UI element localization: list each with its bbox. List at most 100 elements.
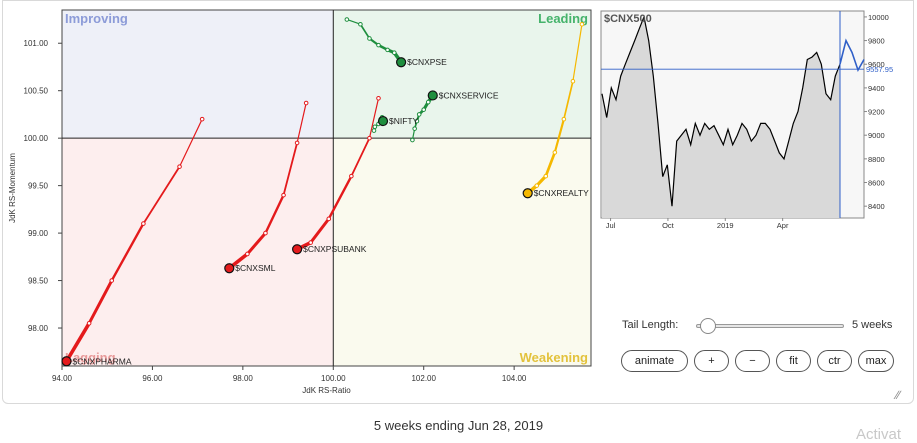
tail-point — [552, 150, 558, 155]
price-y-tick-label: 9200 — [868, 108, 885, 117]
tail-segment — [87, 279, 114, 325]
tail-point — [199, 116, 205, 122]
tail-segment — [309, 217, 331, 245]
tail-point — [372, 124, 378, 130]
y-tick-label: 101.00 — [24, 39, 49, 48]
resize-handle-icon[interactable]: ∕∕ — [896, 388, 901, 402]
zoom-out-button[interactable]: − — [735, 350, 770, 372]
quadrant-label-weakening: Weakening — [520, 350, 588, 365]
max-button[interactable]: max — [858, 350, 894, 372]
tail-point — [109, 278, 115, 283]
tail-length-slider[interactable] — [696, 324, 844, 328]
tail-segment — [359, 23, 371, 40]
quadrant-weakening — [333, 138, 591, 366]
x-tick-label: 96.00 — [142, 374, 163, 383]
tail-point — [385, 47, 390, 53]
series-head-point — [292, 244, 303, 255]
animate-button[interactable]: animate — [621, 350, 688, 372]
y-tick-label: 100.00 — [24, 134, 49, 143]
tail-segment — [368, 97, 380, 139]
price-y-tick-label: 10000 — [868, 13, 889, 22]
y-tick-label: 100.50 — [24, 87, 49, 96]
tail-segment — [346, 18, 362, 25]
price-x-tick-label: Jul — [606, 221, 616, 230]
series-label: $CNXSML — [235, 263, 275, 273]
tail-point — [141, 221, 146, 226]
tail-point — [414, 118, 420, 124]
tail-point — [245, 251, 250, 257]
series-head-point — [377, 115, 389, 127]
series-head-point — [61, 356, 72, 367]
series-label: $CNXPHARMA — [73, 356, 132, 366]
tail-point — [410, 137, 415, 143]
series-head-point — [224, 263, 235, 274]
tail-point — [376, 42, 381, 48]
tail-point — [303, 100, 309, 106]
series-label: $CNXPSE — [407, 57, 447, 67]
center-button[interactable]: ctr — [817, 350, 852, 372]
tail-point — [392, 50, 397, 56]
quadrant-improving — [62, 10, 334, 139]
y-tick-label: 98.50 — [28, 277, 49, 286]
plot-border — [61, 9, 592, 367]
tail-point — [376, 95, 381, 101]
zoom-in-button[interactable]: + — [694, 350, 729, 372]
price-y-tick-label: 9600 — [868, 60, 885, 69]
chart-caption: 5 weeks ending Jun 28, 2019 — [373, 418, 544, 433]
y-tick-label: 98.00 — [28, 324, 49, 333]
rrg-chart: Improving Leading Weakening Lagging 94.00 96.… — [8, 9, 893, 395]
price-y-tick-label: 8800 — [868, 155, 885, 164]
tail-point — [421, 107, 427, 112]
tail-segment — [178, 118, 203, 168]
current-value-label: 9557.95 — [866, 65, 893, 74]
tail-point — [416, 112, 422, 117]
quadrant-label-leading: Leading — [538, 11, 588, 26]
tail-point — [349, 173, 354, 179]
tail-point — [344, 17, 350, 22]
tail-point — [543, 173, 549, 179]
tail-segment — [64, 321, 91, 364]
projection-line — [839, 38, 865, 73]
price-x-tick-label: 2019 — [717, 221, 734, 230]
x-tick-label: 100.00 — [321, 374, 346, 383]
series-head-point — [427, 90, 438, 101]
x-tick-label: 104.00 — [502, 374, 527, 383]
tail-segment — [142, 165, 181, 225]
tail-point — [534, 183, 540, 188]
price-line — [601, 14, 841, 207]
tail-point — [263, 230, 268, 236]
tail-point — [294, 140, 300, 146]
price-y-tick-label: 9800 — [868, 37, 885, 46]
tail-segment — [350, 137, 371, 178]
tail-segment — [327, 174, 353, 221]
tail-point — [86, 320, 92, 326]
tail-segment — [553, 118, 565, 154]
x-tick-label: 102.00 — [411, 374, 436, 383]
tail-segment — [544, 151, 557, 178]
series-head-point — [522, 188, 533, 199]
x-tick-label: 98.00 — [233, 374, 254, 383]
tail-segment — [572, 23, 583, 82]
tail-length-slider-thumb[interactable] — [699, 318, 716, 334]
tail-length-value: 5 weeks — [852, 319, 893, 331]
y-tick-label: 99.50 — [28, 182, 49, 191]
price-chart-title: $CNX500 — [604, 13, 652, 25]
tail-point — [371, 128, 377, 133]
price-y-tick-label: 9000 — [868, 131, 885, 140]
tail-point — [177, 164, 182, 169]
tail-point — [326, 216, 332, 222]
series-head-point — [396, 57, 407, 68]
price-y-tick-label: 8400 — [868, 202, 885, 211]
tail-point — [570, 78, 576, 84]
tail-point — [308, 240, 313, 245]
quadrant-lagging — [62, 138, 334, 366]
series-label: $CNXPSUBANK — [303, 244, 367, 254]
series-label: $NIFTY — [389, 116, 419, 126]
fit-button[interactable]: fit — [776, 350, 811, 372]
price-y-tick-label: 9400 — [868, 84, 885, 93]
tail-point — [281, 192, 286, 198]
tail-point — [425, 99, 431, 105]
quadrant-label-improving: Improving — [65, 11, 128, 26]
tail-segment — [296, 102, 307, 144]
tail-point — [579, 21, 585, 27]
